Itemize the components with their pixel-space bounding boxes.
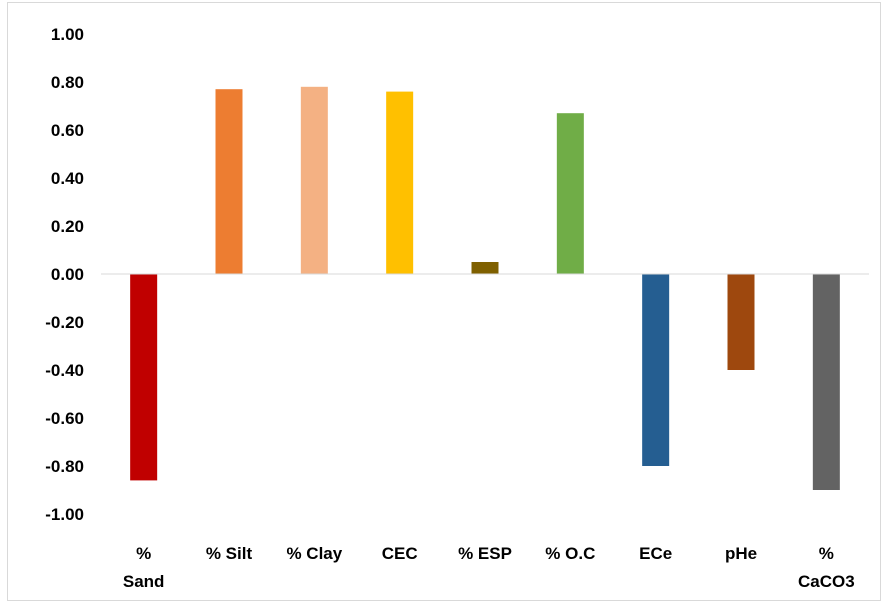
x-category-label-line: % ESP [458, 544, 512, 563]
x-category-label: % Sand [123, 544, 165, 591]
x-category-label-line: % [819, 544, 834, 563]
y-tick-label: -0.80 [45, 457, 84, 476]
x-category-label: % ESP [458, 544, 512, 563]
bar [642, 274, 670, 466]
x-category-label: CEC [382, 544, 418, 563]
x-axis-categories: % Sand % Silt % Clay CEC % ESP % O.C ECe pHe% CaC… [123, 544, 855, 591]
bars [130, 86, 840, 490]
y-tick-label: 0.80 [51, 73, 84, 92]
y-axis-ticks: 1.00 0.80 0.60 0.40 0.20 0.00 -0.20 -0.40 -0.60 -… [45, 25, 84, 524]
x-category-label-line: % O.C [545, 544, 595, 563]
y-tick-label: 0.20 [51, 217, 84, 236]
bar [812, 274, 840, 490]
x-category-label-line: % Clay [286, 544, 342, 563]
x-category-label: % Silt [206, 544, 253, 563]
bar [300, 86, 328, 274]
bar [130, 274, 158, 481]
y-tick-label: 0.00 [51, 265, 84, 284]
x-category-label-line: % Silt [206, 544, 253, 563]
y-tick-label: -0.40 [45, 361, 84, 380]
x-category-label-line: Sand [123, 572, 165, 591]
bar-chart: 1.00 0.80 0.60 0.40 0.20 0.00 -0.20 -0.40 -0.60 -… [45, 25, 869, 591]
x-category-label-line: % [136, 544, 151, 563]
bar [471, 262, 499, 274]
x-category-label-line: CaCO3 [798, 572, 855, 591]
y-tick-label: -1.00 [45, 505, 84, 524]
bar [556, 113, 584, 274]
y-tick-label: 1.00 [51, 25, 84, 44]
x-category-label-line: pHe [725, 544, 757, 563]
x-category-label-line: CEC [382, 544, 418, 563]
bar [215, 89, 243, 274]
x-category-label-line: ECe [639, 544, 672, 563]
bar [386, 91, 414, 274]
y-tick-label: -0.60 [45, 409, 84, 428]
x-category-label: % O.C [545, 544, 595, 563]
bar [727, 274, 755, 370]
x-category-label: pHe [725, 544, 757, 563]
y-tick-label: 0.40 [51, 169, 84, 188]
x-category-label: % CaCO3 [798, 544, 855, 591]
y-tick-label: 0.60 [51, 121, 84, 140]
x-category-label: ECe [639, 544, 672, 563]
chart-frame: 1.00 0.80 0.60 0.40 0.20 0.00 -0.20 -0.40 -0.60 -… [7, 2, 881, 601]
x-category-label: % Clay [286, 544, 342, 563]
y-tick-label: -0.20 [45, 313, 84, 332]
